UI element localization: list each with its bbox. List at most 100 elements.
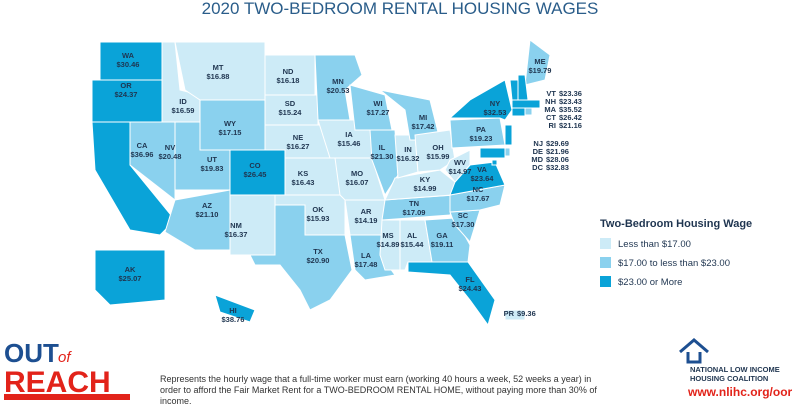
- state-abbr: WA: [122, 51, 135, 60]
- state-abbr: NY: [490, 99, 500, 108]
- state-wage: $23.43: [559, 97, 582, 106]
- state: [214, 294, 256, 323]
- state-wage: $14.97: [449, 167, 472, 176]
- state-wage: $26.42: [559, 113, 582, 122]
- state-abbr: TN: [409, 199, 419, 208]
- state-wage: $9.36: [517, 309, 536, 318]
- state-wage: $26.45: [244, 170, 267, 179]
- state: [511, 99, 541, 109]
- state-wage: $20.90: [307, 256, 330, 265]
- state-abbr: OH: [432, 143, 443, 152]
- state-wage: $15.46: [338, 139, 361, 148]
- logo-of: of: [58, 349, 72, 366]
- state-wage: $16.43: [292, 178, 315, 187]
- state-abbr: TX: [313, 247, 323, 256]
- state-abbr: DC: [532, 163, 543, 172]
- state-abbr: FL: [465, 275, 475, 284]
- state-wage: $19.79: [529, 66, 552, 75]
- state-wage: $28.06: [546, 155, 569, 164]
- state-abbr: UT: [207, 155, 217, 164]
- state: [164, 189, 231, 251]
- state-abbr: PR: [504, 309, 515, 318]
- state-wage: $20.53: [327, 86, 350, 95]
- state-abbr: NJ: [533, 139, 543, 148]
- state-abbr: NE: [293, 133, 303, 142]
- state-abbr: IN: [404, 145, 412, 154]
- org-name: NATIONAL LOW INCOME: [690, 365, 780, 374]
- state-abbr: CA: [137, 141, 148, 150]
- state-abbr: OR: [120, 81, 132, 90]
- state-abbr: MO: [351, 169, 363, 178]
- state-abbr: SC: [458, 211, 469, 220]
- state-abbr: CT: [546, 113, 556, 122]
- state-wage: $19.83: [201, 164, 224, 173]
- logo-bar: [4, 394, 130, 400]
- state-abbr: WV: [454, 158, 466, 167]
- state-wage: $16.27: [287, 142, 310, 151]
- state-wage: $15.24: [279, 108, 303, 117]
- state: [284, 157, 341, 196]
- state-wage: $14.19: [355, 216, 378, 225]
- state-wage: $15.44: [401, 240, 425, 249]
- state-abbr: ID: [179, 97, 187, 106]
- state-wage: $17.27: [367, 108, 390, 117]
- state-wage: $21.16: [559, 121, 582, 130]
- legend-label: Less than $17.00: [618, 239, 691, 250]
- state-abbr: AL: [407, 231, 417, 240]
- state-wage: $14.99: [414, 184, 437, 193]
- state-abbr: OK: [312, 205, 324, 214]
- state-abbr: NH: [545, 97, 556, 106]
- state-wage: $35.52: [559, 105, 582, 114]
- title: 2020 TWO-BEDROOM RENTAL HOUSING WAGES: [202, 0, 599, 18]
- state-abbr: WY: [224, 119, 236, 128]
- state-wage: $16.37: [225, 230, 248, 239]
- state-wage: $19.11: [431, 240, 454, 249]
- state-wage: $15.99: [427, 152, 450, 161]
- state-abbr: ND: [283, 67, 294, 76]
- state-wage: $17.48: [355, 260, 378, 269]
- state-wage: $38.76: [222, 315, 245, 324]
- state: [511, 107, 526, 117]
- state-wage: $16.59: [172, 106, 195, 115]
- state: [509, 79, 519, 101]
- state-abbr: PA: [476, 125, 486, 134]
- state-abbr: MA: [544, 105, 556, 114]
- state-wage: $17.30: [452, 220, 475, 229]
- org-name: HOUSING COALITION: [690, 374, 768, 383]
- state-wage: $20.48: [159, 152, 182, 161]
- state-abbr: LA: [361, 251, 372, 260]
- legend-swatch: [600, 276, 611, 287]
- state-wage: $30.46: [117, 60, 140, 69]
- state: [249, 204, 353, 311]
- state-abbr: NC: [473, 185, 484, 194]
- state: [407, 261, 496, 327]
- legend-title: Two-Bedroom Housing Wage: [600, 218, 752, 230]
- state-abbr: NV: [165, 143, 175, 152]
- state: [504, 147, 511, 157]
- state-wage: $17.15: [219, 128, 242, 137]
- state-wage: $24.43: [459, 284, 482, 293]
- legend-label: $17.00 to less than $23.00: [618, 258, 730, 269]
- state-abbr: KY: [420, 175, 430, 184]
- state: [94, 249, 166, 306]
- legend-swatch: [600, 238, 611, 249]
- state-abbr: DE: [533, 147, 543, 156]
- state-wage: $15.93: [307, 214, 330, 223]
- state-abbr: IA: [345, 130, 353, 139]
- state-abbr: SD: [285, 99, 296, 108]
- state: [524, 107, 533, 116]
- logo-out: OUT: [4, 338, 59, 368]
- state-wage: $21.30: [371, 152, 394, 161]
- state-abbr: CO: [249, 161, 260, 170]
- org-icon: [679, 338, 709, 364]
- org-url[interactable]: www.nlihc.org/oor: [687, 385, 793, 399]
- state-wage: $24.37: [115, 90, 138, 99]
- description: Represents the hourly wage that a full-t…: [160, 374, 597, 406]
- state-wage: $21.96: [546, 147, 569, 156]
- state-abbr: MN: [332, 77, 344, 86]
- state-abbr: AR: [361, 207, 372, 216]
- state-wage: $23.36: [559, 89, 582, 98]
- state-abbr: AK: [125, 265, 136, 274]
